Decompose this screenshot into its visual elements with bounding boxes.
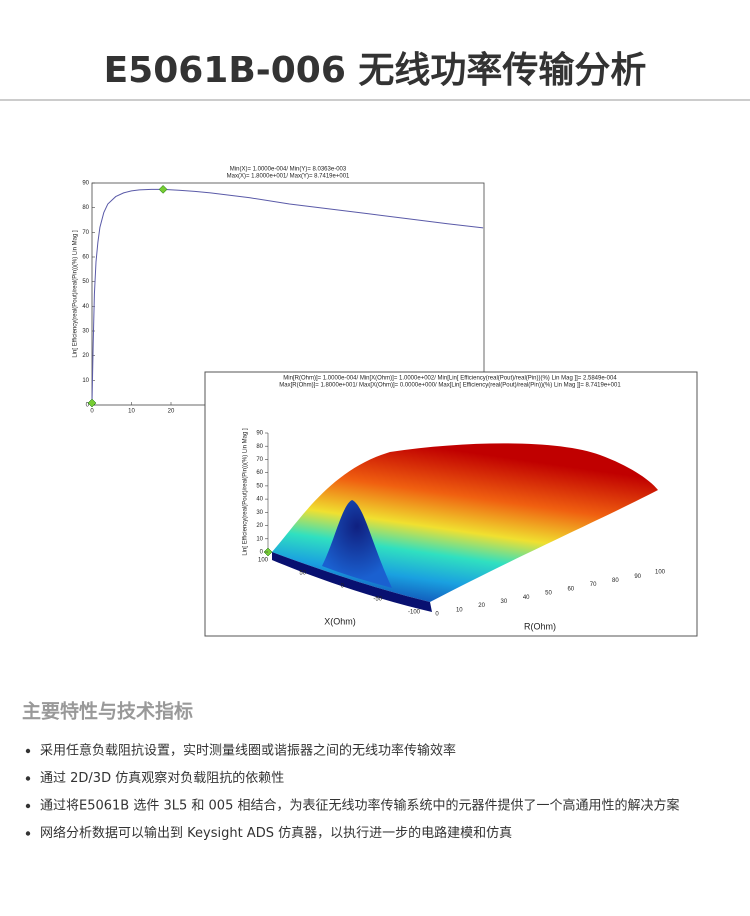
r-tick-label: 80: [612, 578, 619, 584]
z-axis-label: Lin[ Efficiency(real(Pout)/real(Pin))(%)…: [243, 428, 249, 556]
page-title: E5061B-006 无线功率传输分析: [104, 50, 647, 91]
r-tick-label: 50: [545, 591, 552, 597]
r-tick-label: 0: [435, 612, 439, 618]
annotation: Max[R(Ohm)]= 1.8000e+001/ Max[X(Ohm)]= 0…: [279, 383, 621, 389]
r-tick-label: 100: [655, 570, 666, 576]
r-tick-label: 70: [590, 582, 597, 588]
annotation: Max(X)= 1.8000e+001/ Max(Y)= 8.7419e+001: [227, 174, 350, 180]
r-tick-label: 30: [501, 599, 508, 605]
surface-peak: [322, 500, 392, 588]
bullet-dot: [25, 776, 31, 781]
r-tick-label: 20: [478, 603, 485, 609]
y-tick-label: 0: [86, 403, 90, 409]
x-tick-label: -100: [408, 610, 421, 616]
curve: [91, 188, 484, 404]
x-tick-label: 10: [128, 409, 135, 415]
x-tick-label: 0: [90, 409, 94, 415]
bullet-text: 通过将E5061B 选件 3L5 和 005 相结合，为表征无线功率传输系统中的…: [40, 798, 679, 814]
bullet-text: 采用任意负载阻抗设置，实时测量线圈或谐振器之间的无线功率传输效率: [40, 743, 456, 759]
y-tick-label: 60: [82, 255, 89, 261]
annotation: Min[R(Ohm)]= 1.0000e-004/ Min[X(Ohm)]= 1…: [283, 376, 617, 382]
x-tick-label: 100: [258, 558, 269, 564]
y-tick-label: 90: [82, 181, 89, 187]
y-tick-label: 40: [82, 304, 89, 310]
y-tick-label: 50: [82, 279, 89, 285]
z-tick-label: 20: [256, 523, 263, 529]
bullet-dot: [25, 803, 31, 809]
y-tick-label: 30: [82, 329, 89, 335]
z-tick-label: 50: [256, 483, 263, 489]
x-tick-label: 50: [299, 571, 306, 577]
bullet-dot: [25, 831, 31, 836]
x-tick-label: 20: [168, 409, 175, 415]
bullet-dot: [25, 748, 31, 754]
r-tick-label: 60: [567, 586, 574, 592]
bullet-text: 通过 2D/3D 仿真观察对负载阻抗的依赖性: [40, 770, 284, 786]
r-tick-label: 10: [456, 607, 463, 613]
z-tick-label: 70: [256, 457, 263, 463]
r-tick-label: 90: [634, 574, 641, 580]
z-tick-label: 0: [260, 550, 264, 556]
y-tick-label: 70: [82, 230, 89, 236]
x-tick-label: -50: [373, 597, 382, 603]
z-tick-label: 10: [256, 536, 263, 542]
marker: [158, 185, 168, 194]
z-tick-label: 90: [256, 431, 263, 437]
annotation: Min(X)= 1.0000e-004/ Min(Y)= 8.0363e-003: [230, 167, 347, 173]
section-heading: 主要特性与技术指标: [22, 700, 193, 723]
surface-edge: [272, 552, 432, 612]
y-tick-label: 80: [82, 205, 89, 211]
x-axis-label: X(Ohm): [324, 616, 356, 626]
z-tick-label: 40: [256, 497, 263, 503]
bullet-text: 网络分析数据可以输出到 Keysight ADS 仿真器，以执行进一步的电路建模…: [40, 825, 512, 841]
y-tick-label: 10: [82, 378, 89, 384]
chart-3d: Min[R(Ohm)]= 1.0000e-004/ Min[X(Ohm)]= 1…: [204, 371, 698, 637]
r-axis-label: R(Ohm): [524, 621, 556, 631]
r-tick-label: 40: [523, 595, 530, 601]
z-tick-label: 30: [256, 510, 263, 516]
marker: [87, 398, 97, 408]
z-tick-label: 80: [256, 444, 263, 450]
y-tick-label: 20: [82, 353, 89, 359]
z-tick-label: 60: [256, 470, 263, 476]
x-tick-label: 0: [341, 584, 345, 590]
y-axis-label: Lin[ Efficiency(real(Pout)/real(Pin))(%)…: [73, 230, 79, 358]
